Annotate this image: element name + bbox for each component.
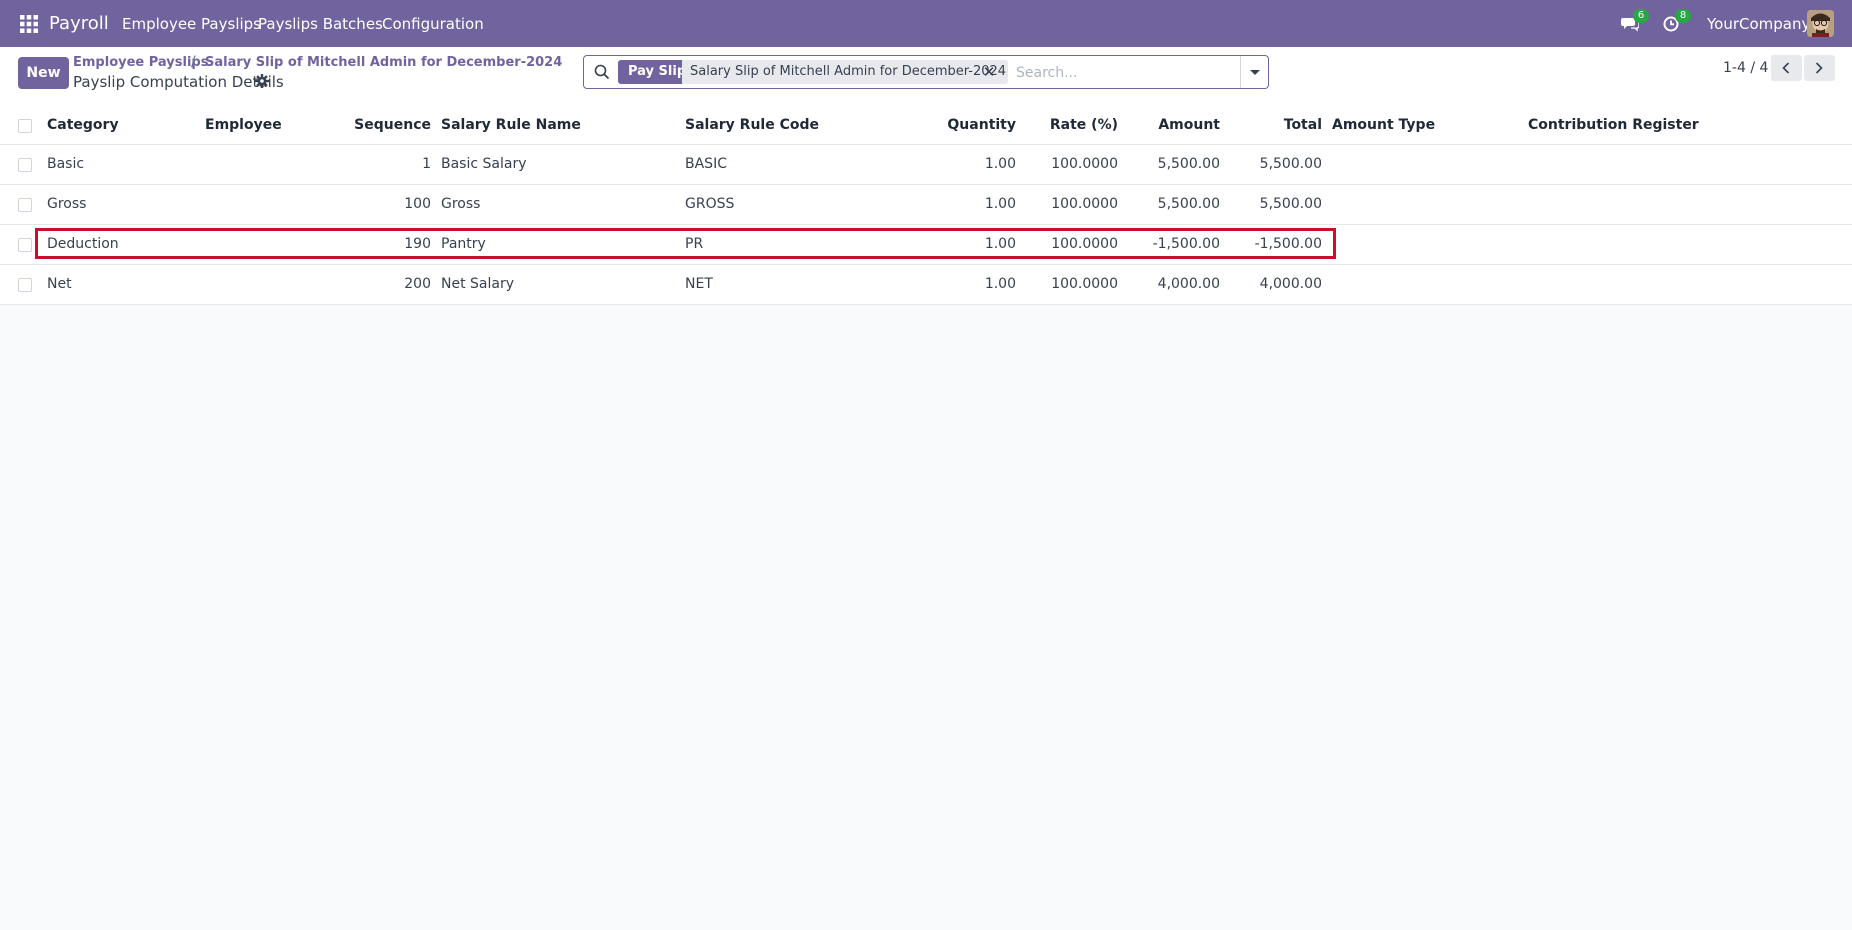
column-salary-rule-code[interactable]: Salary Rule Code — [685, 117, 820, 133]
cell-total: 4,000.00 — [1259, 276, 1322, 292]
page-title: Payslip Computation Details — [73, 73, 284, 91]
table-row[interactable]: Gross 100 Gross GROSS 1.00 100.0000 5,50… — [0, 185, 1852, 225]
breadcrumb-separator: / — [191, 54, 196, 70]
column-contribution-register[interactable]: Contribution Register — [1528, 117, 1699, 133]
column-quantity[interactable]: Quantity — [947, 117, 1016, 133]
pager-previous-button[interactable] — [1771, 55, 1802, 81]
search-options-toggle[interactable] — [1240, 56, 1269, 88]
cell-quantity: 1.00 — [984, 276, 1016, 292]
cell-total: 5,500.00 — [1259, 196, 1322, 212]
column-category[interactable]: Category — [47, 117, 119, 133]
gear-icon[interactable] — [255, 74, 269, 88]
cell-total: 5,500.00 — [1259, 156, 1322, 172]
cell-rate: 100.0000 — [1051, 196, 1118, 212]
column-total[interactable]: Total — [1283, 117, 1322, 133]
table-row[interactable]: Basic 1 Basic Salary BASIC 1.00 100.0000… — [0, 145, 1852, 185]
menu-payslips-batches[interactable]: Payslips Batches — [258, 15, 383, 33]
breadcrumb-employee-payslips[interactable]: Employee Payslips — [73, 55, 209, 70]
pager-value[interactable]: 1-4 / 4 — [1723, 60, 1769, 76]
cell-total: -1,500.00 — [1254, 236, 1322, 252]
caret-down-icon — [1250, 70, 1260, 75]
cell-quantity: 1.00 — [984, 236, 1016, 252]
messages-badge: 6 — [1633, 9, 1649, 23]
cell-salary-rule-name: Gross — [441, 196, 481, 212]
cell-salary-rule-code: BASIC — [685, 156, 727, 172]
column-amount-type[interactable]: Amount Type — [1332, 117, 1436, 133]
column-sequence[interactable]: Sequence — [354, 117, 431, 133]
company-switcher[interactable]: YourCompany — [1707, 15, 1811, 33]
search-input[interactable] — [1014, 61, 1236, 85]
row-checkbox[interactable] — [18, 238, 32, 252]
cell-salary-rule-name: Basic Salary — [441, 156, 527, 172]
search-facet-value: Salary Slip of Mitchell Admin for Decemb… — [682, 60, 1008, 84]
cell-sequence: 190 — [404, 236, 431, 252]
pager-next-button[interactable] — [1804, 55, 1835, 81]
facet-remove-icon[interactable]: ✕ — [982, 63, 996, 81]
select-all-checkbox[interactable] — [18, 119, 32, 133]
column-amount[interactable]: Amount — [1158, 117, 1220, 133]
cell-quantity: 1.00 — [984, 156, 1016, 172]
activity-clock-icon[interactable]: 8 — [1663, 9, 1691, 34]
menu-employee-payslips[interactable]: Employee Payslips — [122, 15, 261, 33]
column-employee[interactable]: Employee — [205, 117, 282, 133]
column-salary-rule-name[interactable]: Salary Rule Name — [441, 117, 581, 133]
cell-rate: 100.0000 — [1051, 276, 1118, 292]
cell-category: Deduction — [47, 236, 119, 252]
cell-category: Gross — [47, 196, 87, 212]
apps-grid-icon[interactable] — [20, 15, 38, 33]
breadcrumb-salary-slip[interactable]: Salary Slip of Mitchell Admin for Decemb… — [205, 55, 563, 70]
table-header: Category Employee Sequence Salary Rule N… — [0, 106, 1852, 145]
table-row[interactable]: Deduction 190 Pantry PR 1.00 100.0000 -1… — [0, 225, 1852, 265]
app-name[interactable]: Payroll — [49, 13, 109, 34]
row-checkbox[interactable] — [18, 198, 32, 212]
column-rate[interactable]: Rate (%) — [1049, 117, 1118, 133]
chevron-left-icon — [1782, 62, 1790, 74]
search-bar: Pay Slip Salary Slip of Mitchell Admin f… — [583, 55, 1269, 89]
cell-salary-rule-code: GROSS — [685, 196, 735, 212]
menu-configuration[interactable]: Configuration — [382, 15, 484, 33]
cell-rate: 100.0000 — [1051, 236, 1118, 252]
cell-amount: 5,500.00 — [1157, 196, 1220, 212]
activities-badge: 8 — [1675, 9, 1691, 23]
chevron-right-icon — [1815, 62, 1823, 74]
new-button[interactable]: New — [18, 57, 69, 89]
user-avatar[interactable] — [1807, 10, 1834, 37]
cell-amount: -1,500.00 — [1152, 236, 1220, 252]
table-row[interactable]: Net 200 Net Salary NET 1.00 100.0000 4,0… — [0, 265, 1852, 305]
messages-icon[interactable]: 6 — [1621, 9, 1649, 34]
cell-salary-rule-code: NET — [685, 276, 713, 292]
row-checkbox[interactable] — [18, 158, 32, 172]
cell-salary-rule-name: Pantry — [441, 236, 486, 252]
search-icon — [594, 64, 610, 80]
cell-sequence: 200 — [404, 276, 431, 292]
cell-salary-rule-code: PR — [685, 236, 704, 252]
cell-rate: 100.0000 — [1051, 156, 1118, 172]
cell-category: Net — [47, 276, 72, 292]
cell-amount: 4,000.00 — [1157, 276, 1220, 292]
cell-salary-rule-name: Net Salary — [441, 276, 515, 292]
cell-category: Basic — [47, 156, 85, 172]
cell-quantity: 1.00 — [984, 196, 1016, 212]
top-navbar: Payroll Employee Payslips Payslips Batch… — [0, 0, 1852, 47]
cell-sequence: 1 — [422, 156, 431, 172]
cell-amount: 5,500.00 — [1157, 156, 1220, 172]
cell-sequence: 100 — [404, 196, 431, 212]
control-panel: New Employee Payslips / Salary Slip of M… — [0, 47, 1852, 107]
row-checkbox[interactable] — [18, 278, 32, 292]
